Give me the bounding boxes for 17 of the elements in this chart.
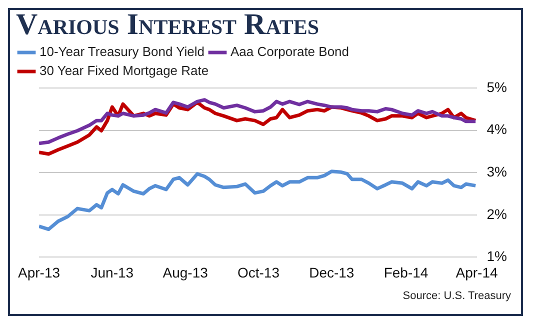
legend-label: 10-Year Treasury Bond Yield (40, 44, 205, 60)
x-tick-label: Dec-13 (309, 264, 354, 280)
y-tick-label: 1% (486, 248, 507, 264)
y-tick-label: 4% (486, 121, 507, 138)
legend-label: 30 Year Fixed Mortgage Rate (40, 63, 209, 78)
y-tick-label: 2% (486, 206, 507, 222)
x-tick-label: Apr-14 (456, 264, 498, 280)
x-tick-label: Oct-13 (237, 264, 280, 280)
x-tick-label: Apr-13 (18, 264, 60, 280)
x-tick-label: Aug-13 (162, 264, 208, 280)
x-tick-label: Jun-13 (90, 264, 134, 280)
x-tick-label: Feb-14 (384, 264, 428, 280)
chart-title: Various Interest Rates (15, 8, 320, 41)
legend-label: Aaa Corporate Bond (230, 44, 350, 60)
source-note: Source: U.S. Treasury (402, 290, 512, 302)
y-tick-label: 3% (486, 163, 507, 180)
y-tick-label: 5% (486, 78, 507, 95)
